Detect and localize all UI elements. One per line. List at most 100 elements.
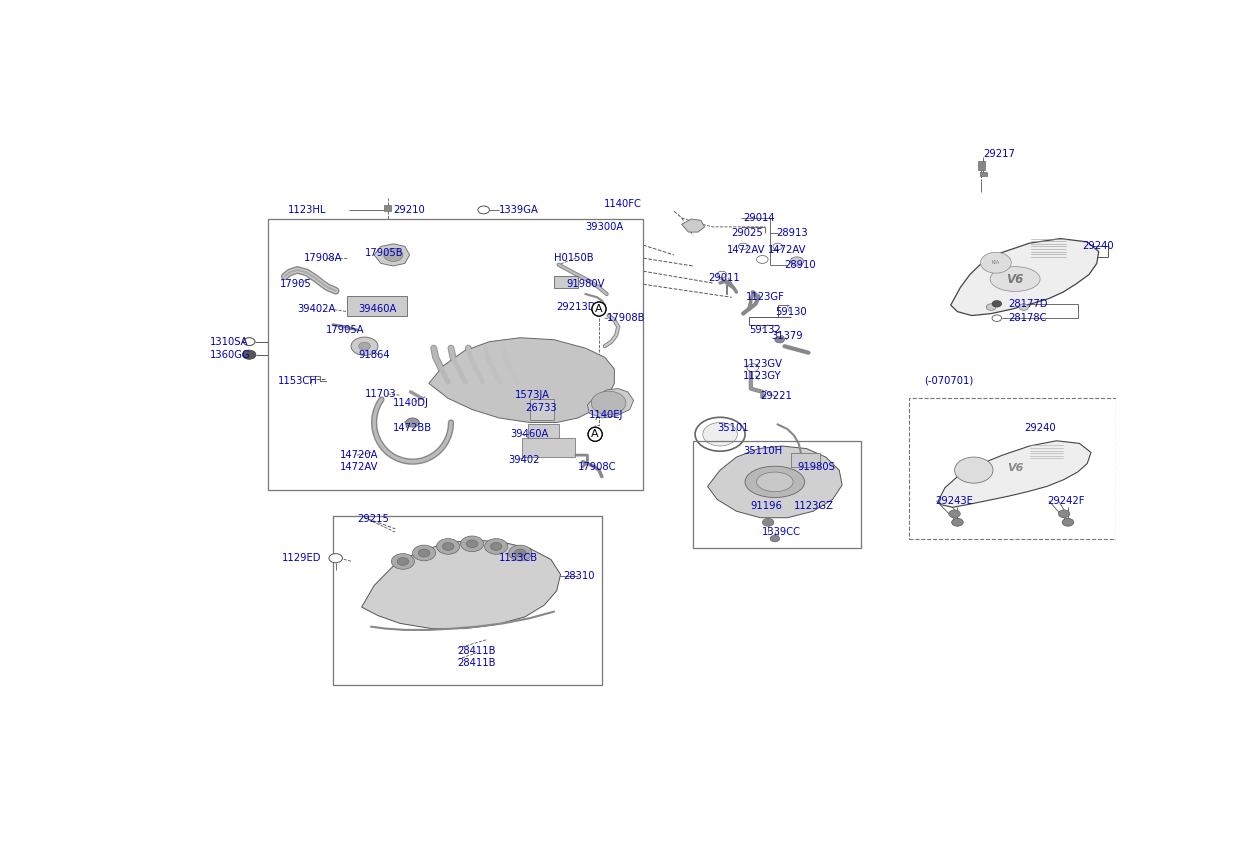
- Text: 28910: 28910: [785, 260, 816, 269]
- Text: 17905B: 17905B: [365, 248, 403, 258]
- Text: (-070701): (-070701): [924, 376, 973, 385]
- Polygon shape: [374, 244, 409, 266]
- Bar: [977, 161, 986, 170]
- Circle shape: [992, 301, 1002, 307]
- Text: 91864: 91864: [358, 350, 391, 360]
- Text: 1310SA: 1310SA: [210, 336, 248, 346]
- Circle shape: [773, 243, 782, 250]
- Ellipse shape: [756, 472, 794, 491]
- Bar: [332, 516, 601, 685]
- Polygon shape: [939, 440, 1091, 507]
- Circle shape: [756, 256, 768, 263]
- Circle shape: [490, 543, 502, 551]
- Circle shape: [485, 539, 507, 554]
- Circle shape: [981, 252, 1012, 274]
- Bar: [528, 424, 558, 442]
- Circle shape: [413, 545, 435, 561]
- Polygon shape: [429, 338, 614, 423]
- Text: 1573JA: 1573JA: [516, 390, 551, 400]
- Text: KIA: KIA: [992, 260, 999, 265]
- Bar: [383, 205, 392, 211]
- Text: 28178C: 28178C: [1008, 313, 1047, 324]
- Circle shape: [775, 336, 785, 343]
- Text: A: A: [595, 304, 603, 314]
- Circle shape: [770, 535, 780, 542]
- Text: 29243E: 29243E: [935, 495, 973, 506]
- Circle shape: [460, 536, 484, 551]
- Text: 59130: 59130: [775, 307, 806, 317]
- Text: 28913: 28913: [776, 229, 807, 238]
- Bar: [554, 276, 578, 287]
- Circle shape: [992, 315, 1002, 321]
- Text: 17908B: 17908B: [606, 313, 645, 324]
- Text: 17908C: 17908C: [578, 462, 616, 472]
- Text: 1140EJ: 1140EJ: [589, 410, 624, 420]
- Text: 1472AV: 1472AV: [340, 462, 378, 472]
- Circle shape: [1058, 510, 1070, 518]
- Circle shape: [358, 342, 371, 350]
- Circle shape: [392, 554, 414, 569]
- Circle shape: [351, 337, 378, 356]
- Circle shape: [703, 423, 738, 446]
- Text: 1123HL: 1123HL: [288, 205, 326, 215]
- Circle shape: [717, 271, 727, 278]
- Circle shape: [951, 518, 963, 526]
- Polygon shape: [682, 219, 704, 232]
- Text: A: A: [595, 304, 603, 314]
- Bar: [909, 398, 1116, 539]
- Polygon shape: [708, 446, 842, 518]
- Text: 29240: 29240: [1083, 241, 1114, 252]
- Text: 39300A: 39300A: [585, 222, 624, 232]
- Text: 1140FC: 1140FC: [604, 199, 641, 209]
- Text: 59132: 59132: [749, 325, 781, 335]
- Text: 39460A: 39460A: [358, 304, 397, 314]
- Text: 35101: 35101: [717, 423, 749, 433]
- Polygon shape: [362, 540, 560, 628]
- Polygon shape: [588, 389, 634, 418]
- Text: 31379: 31379: [771, 331, 802, 341]
- Text: 29217: 29217: [983, 149, 1016, 159]
- Circle shape: [243, 350, 255, 359]
- Text: 1129ED: 1129ED: [281, 553, 321, 563]
- Text: 1472AV: 1472AV: [768, 245, 806, 255]
- Text: 1472AV: 1472AV: [727, 245, 765, 255]
- Text: 1123GZ: 1123GZ: [794, 501, 835, 511]
- Bar: [980, 172, 987, 176]
- Circle shape: [955, 457, 993, 483]
- Circle shape: [383, 248, 403, 262]
- Text: H0150B: H0150B: [554, 253, 594, 263]
- Text: 1472BB: 1472BB: [393, 423, 433, 433]
- Text: 29014: 29014: [743, 213, 775, 223]
- Text: 11703: 11703: [365, 389, 396, 399]
- Circle shape: [436, 539, 460, 554]
- Text: 28177D: 28177D: [1008, 299, 1048, 309]
- Text: 28310: 28310: [563, 572, 595, 581]
- Circle shape: [466, 540, 477, 548]
- Text: 29240: 29240: [1024, 423, 1056, 433]
- Text: 91196: 91196: [751, 501, 782, 511]
- Text: 1123GF: 1123GF: [746, 292, 785, 302]
- Circle shape: [329, 554, 342, 562]
- Text: 35110H: 35110H: [743, 446, 782, 456]
- Circle shape: [790, 257, 804, 266]
- Circle shape: [418, 549, 430, 556]
- Circle shape: [986, 304, 996, 310]
- Text: 29221: 29221: [760, 391, 792, 401]
- Text: 28411B: 28411B: [458, 657, 496, 667]
- Text: 1339CC: 1339CC: [763, 527, 801, 537]
- Text: 29011: 29011: [708, 273, 740, 283]
- Text: 17905: 17905: [280, 280, 311, 290]
- Circle shape: [949, 510, 960, 518]
- Ellipse shape: [745, 466, 805, 497]
- Text: 39460A: 39460A: [511, 429, 549, 440]
- Bar: [268, 219, 644, 490]
- Text: 1140DJ: 1140DJ: [393, 398, 429, 408]
- Text: A: A: [591, 429, 599, 440]
- Circle shape: [443, 543, 454, 551]
- Text: 14720A: 14720A: [340, 450, 378, 460]
- Text: 39402A: 39402A: [298, 304, 336, 314]
- Circle shape: [508, 545, 532, 561]
- Bar: [522, 438, 575, 457]
- Polygon shape: [951, 239, 1099, 316]
- Bar: [529, 399, 554, 420]
